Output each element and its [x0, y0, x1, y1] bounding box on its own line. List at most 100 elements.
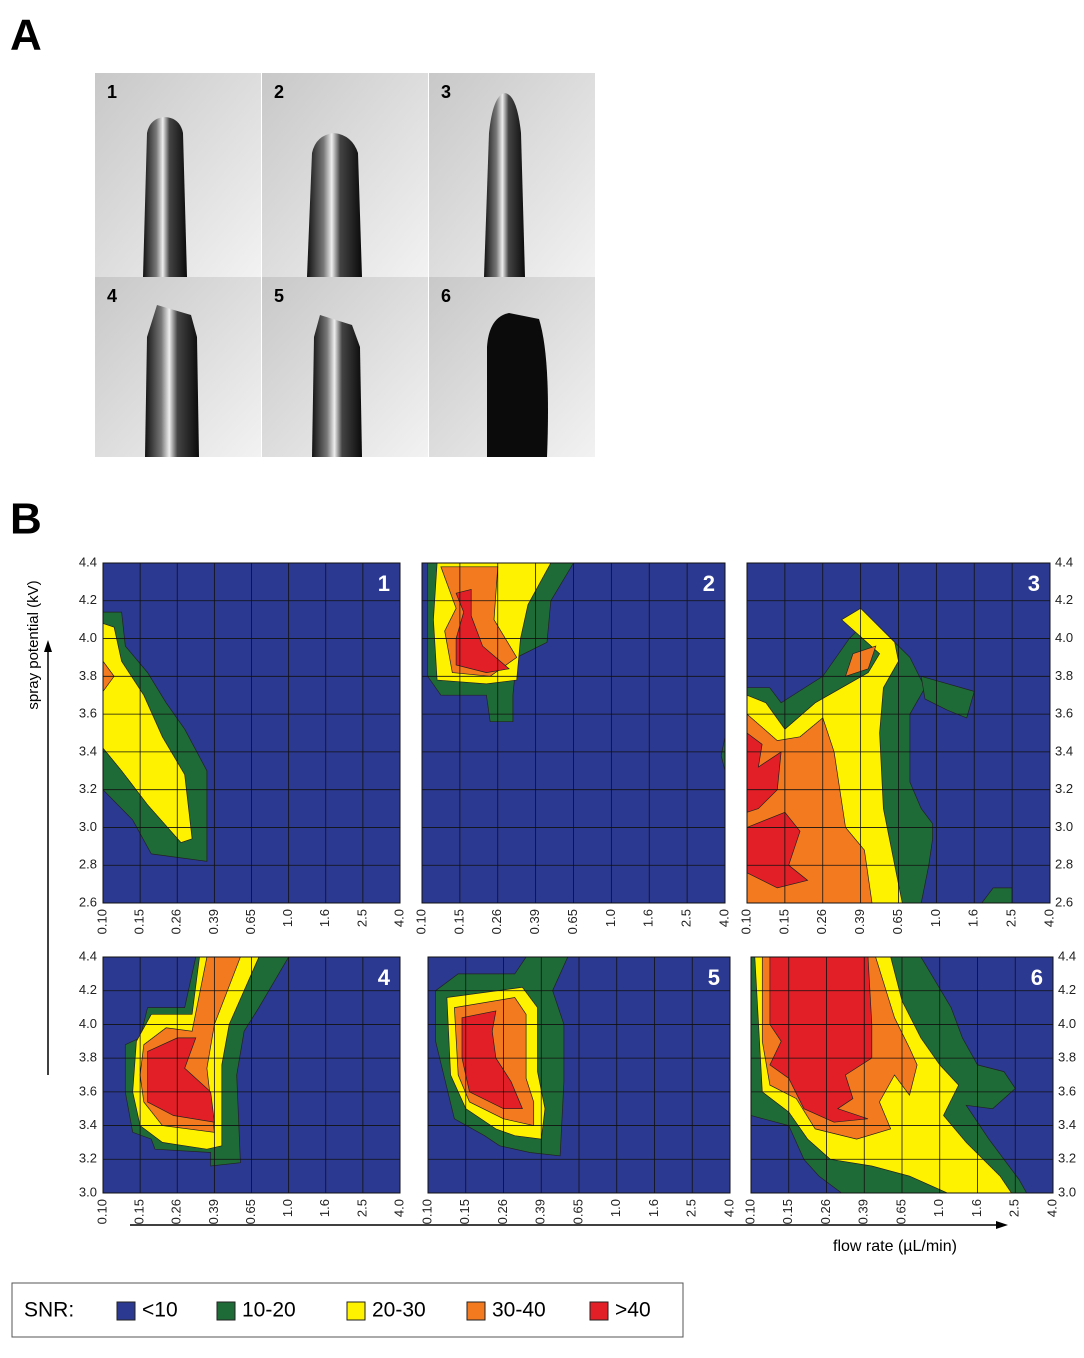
legend-swatch: [116, 1301, 136, 1321]
x-tick-label: 2.5: [679, 909, 694, 927]
plot-number: 2: [703, 571, 715, 596]
plot-frame: [102, 956, 401, 1194]
x-tick-label: 0.39: [533, 1199, 548, 1224]
y-tick-label: 3.8: [79, 1050, 97, 1065]
photo-label: 2: [274, 82, 284, 102]
x-tick-label: 1.6: [966, 909, 981, 927]
plot-frame: [427, 956, 731, 1194]
y-tick-label: 2.6: [1055, 894, 1073, 909]
x-tick-label: 0.10: [94, 909, 109, 934]
photo: [95, 73, 261, 277]
x-tick-label: 1.0: [280, 1199, 295, 1217]
x-tick-label: 1.6: [646, 1199, 661, 1217]
y-tick-label: 3.8: [1055, 668, 1073, 683]
legend-swatch: [346, 1301, 366, 1321]
x-tick-label: 4.0: [721, 1199, 736, 1217]
y-tick-label: 4.2: [1058, 982, 1076, 997]
y-tick-label: 4.4: [1055, 554, 1073, 569]
x-tick-label: 4.0: [716, 909, 731, 927]
y-tick-label: 4.0: [1058, 1016, 1076, 1031]
y-tick-label: 4.2: [1055, 592, 1073, 607]
x-tick-label: 1.0: [280, 909, 295, 927]
legend-title: SNR:: [24, 1299, 74, 1322]
needle: [307, 133, 362, 277]
y-tick-label: 3.6: [79, 1083, 97, 1098]
x-tick-label: 0.65: [243, 909, 258, 934]
y-tick-label: 2.8: [79, 857, 97, 872]
y-tick-label: 3.4: [79, 1117, 97, 1132]
y-tick-label: 3.0: [1055, 819, 1073, 834]
x-tick-label: 0.10: [742, 1199, 757, 1224]
x-tick-label: 0.39: [527, 909, 542, 934]
legend-label: 30-40: [492, 1299, 546, 1322]
legend-label: >40: [615, 1299, 651, 1322]
x-tick-label: 1.6: [641, 909, 656, 927]
x-tick-label: 0.26: [169, 909, 184, 934]
panel-label: B: [10, 495, 42, 544]
needle: [484, 93, 525, 277]
x-tick-label: 2.5: [1007, 1199, 1022, 1217]
x-tick-label: 0.39: [852, 909, 867, 934]
x-tick-label: 4.0: [1044, 1199, 1059, 1217]
x-tick-label: 4.0: [391, 909, 406, 927]
photo-label: 1: [107, 82, 117, 102]
x-tick-label: 2.5: [1004, 909, 1019, 927]
needle: [143, 117, 187, 277]
y-tick-label: 3.6: [79, 706, 97, 721]
y-tick-label: 4.0: [1055, 630, 1073, 645]
photo: [429, 73, 595, 277]
x-tick-label: 0.15: [132, 1199, 147, 1224]
y-tick-label: 3.0: [79, 819, 97, 834]
x-tick-label: 0.39: [206, 1199, 221, 1224]
panel-label: A: [10, 11, 42, 60]
y-tick-label: 4.0: [79, 1016, 97, 1031]
legend-label: 20-30: [372, 1299, 426, 1322]
x-tick-label: 0.65: [893, 1199, 908, 1224]
legend-label: 10-20: [242, 1299, 296, 1322]
photo-label: 5: [274, 286, 284, 306]
x-tick-label: 0.15: [780, 1199, 795, 1224]
y-tick-label: 4.2: [79, 592, 97, 607]
y-tick-label: 2.8: [1055, 857, 1073, 872]
y-axis-label: spray potential (kV): [25, 580, 42, 709]
photo: [95, 277, 261, 457]
x-tick-label: 0.26: [814, 909, 829, 934]
y-tick-label: 4.2: [79, 982, 97, 997]
legend-swatch: [466, 1301, 486, 1321]
y-tick-label: 3.4: [1058, 1117, 1076, 1132]
x-tick-label: 2.5: [684, 1199, 699, 1217]
y-tick-label: 3.4: [79, 743, 97, 758]
y-tick-label: 3.8: [1058, 1050, 1076, 1065]
y-tick-label: 3.8: [79, 668, 97, 683]
contour-region: [147, 1037, 215, 1123]
x-tick-label: 2.5: [354, 1199, 369, 1217]
x-tick-label: 1.6: [317, 1199, 332, 1217]
contour-region: [769, 956, 873, 1123]
x-tick-label: 0.26: [169, 1199, 184, 1224]
legend-label: <10: [142, 1299, 178, 1322]
photo: [262, 73, 428, 277]
plot-frame: [421, 562, 726, 904]
contour-region: [746, 811, 809, 889]
y-tick-label: 3.2: [1055, 781, 1073, 796]
y-tick-label: 3.2: [79, 1151, 97, 1166]
x-tick-label: 4.0: [1041, 909, 1056, 927]
photo-label: 6: [441, 286, 451, 306]
x-tick-label: 0.65: [565, 909, 580, 934]
legend-swatch: [216, 1301, 236, 1321]
photo: [262, 277, 428, 457]
needle: [487, 313, 548, 457]
plot-number: 4: [378, 965, 391, 990]
contour-region: [746, 732, 782, 813]
y-tick-label: 3.2: [79, 781, 97, 796]
x-tick-label: 0.65: [570, 1199, 585, 1224]
x-tick-label: 1.6: [969, 1199, 984, 1217]
x-tick-label: 1.6: [317, 909, 332, 927]
x-tick-label: 0.26: [495, 1199, 510, 1224]
x-tick-label: 0.39: [206, 909, 221, 934]
y-tick-label: 3.6: [1058, 1083, 1076, 1098]
x-tick-label: 0.10: [413, 909, 428, 934]
x-tick-label: 0.15: [457, 1199, 472, 1224]
plot-number: 6: [1031, 965, 1043, 990]
